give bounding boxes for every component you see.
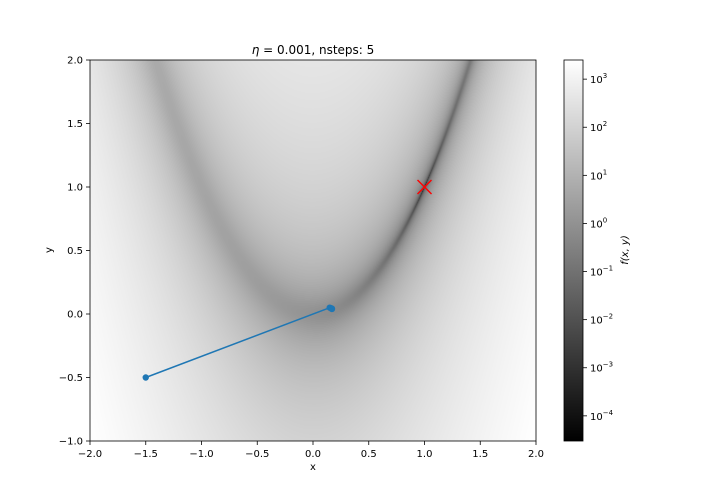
y-tick-label: 1.0 (67, 183, 83, 194)
colorbar-ticks: 10−4 10−3 10−2 10−1 100 101 102 103 (583, 72, 614, 423)
x-tick-label: 2.0 (528, 449, 544, 460)
x-tick-label: 1.5 (472, 449, 488, 460)
colorbar: 10−4 10−3 10−2 10−1 100 101 102 103 f(x, y) (563, 59, 631, 442)
colorbar-tick-label: 10−3 (590, 361, 613, 375)
x-tick-label: −0.5 (245, 449, 269, 460)
colorbar-tick-label: 10−2 (590, 313, 613, 327)
colorbar-tick-label: 10−1 (590, 265, 613, 279)
minimum-marker (417, 179, 432, 195)
x-tick-label: −1.0 (189, 449, 213, 460)
y-tick-label: 1.5 (67, 119, 83, 130)
colorbar-tick-label: 102 (590, 120, 607, 134)
heatmap-image (90, 60, 536, 441)
y-tick-label: −0.5 (59, 373, 83, 384)
x-tick-label: 0.0 (305, 449, 321, 460)
x-axis-label: x (310, 462, 316, 473)
y-axis: −1.0 −0.5 0.0 0.5 1.0 1.5 2.0 (59, 56, 90, 448)
x-tick-label: −2.0 (78, 449, 102, 460)
y-tick-label: 0.5 (67, 246, 83, 257)
marker-stroke (417, 179, 432, 195)
chart-title: η = 0.001, nsteps: 5 (252, 43, 375, 57)
plot-area (89, 59, 537, 442)
title-rest: = 0.001, nsteps: 5 (259, 43, 374, 57)
y-tick-label: 0.0 (67, 310, 83, 321)
y-tick-label: −1.0 (59, 437, 83, 448)
minimum-marker-layer (417, 179, 432, 195)
trajectory-point (142, 374, 149, 381)
colorbar-label: f(x, y) (620, 235, 631, 265)
y-axis-label: y (44, 247, 55, 253)
colorbar-tick-label: 103 (590, 72, 607, 86)
title-eta-symbol: η (252, 43, 260, 57)
trajectory-point (328, 305, 336, 313)
x-tick-label: −1.5 (134, 449, 158, 460)
x-tick-label: 1.0 (417, 449, 433, 460)
colorbar-tick-label: 100 (590, 216, 607, 230)
colorbar-tick-label: 10−4 (590, 409, 614, 423)
x-tick-label: 0.5 (361, 449, 377, 460)
colorbar-tick-label: 101 (590, 168, 607, 182)
x-axis: −2.0 −1.5 −1.0 −0.5 0.0 0.5 1.0 1.5 2.0 (78, 441, 544, 460)
y-tick-label: 2.0 (67, 56, 83, 67)
colorbar-gradient (563, 59, 584, 442)
trajectory-layer (142, 304, 336, 381)
